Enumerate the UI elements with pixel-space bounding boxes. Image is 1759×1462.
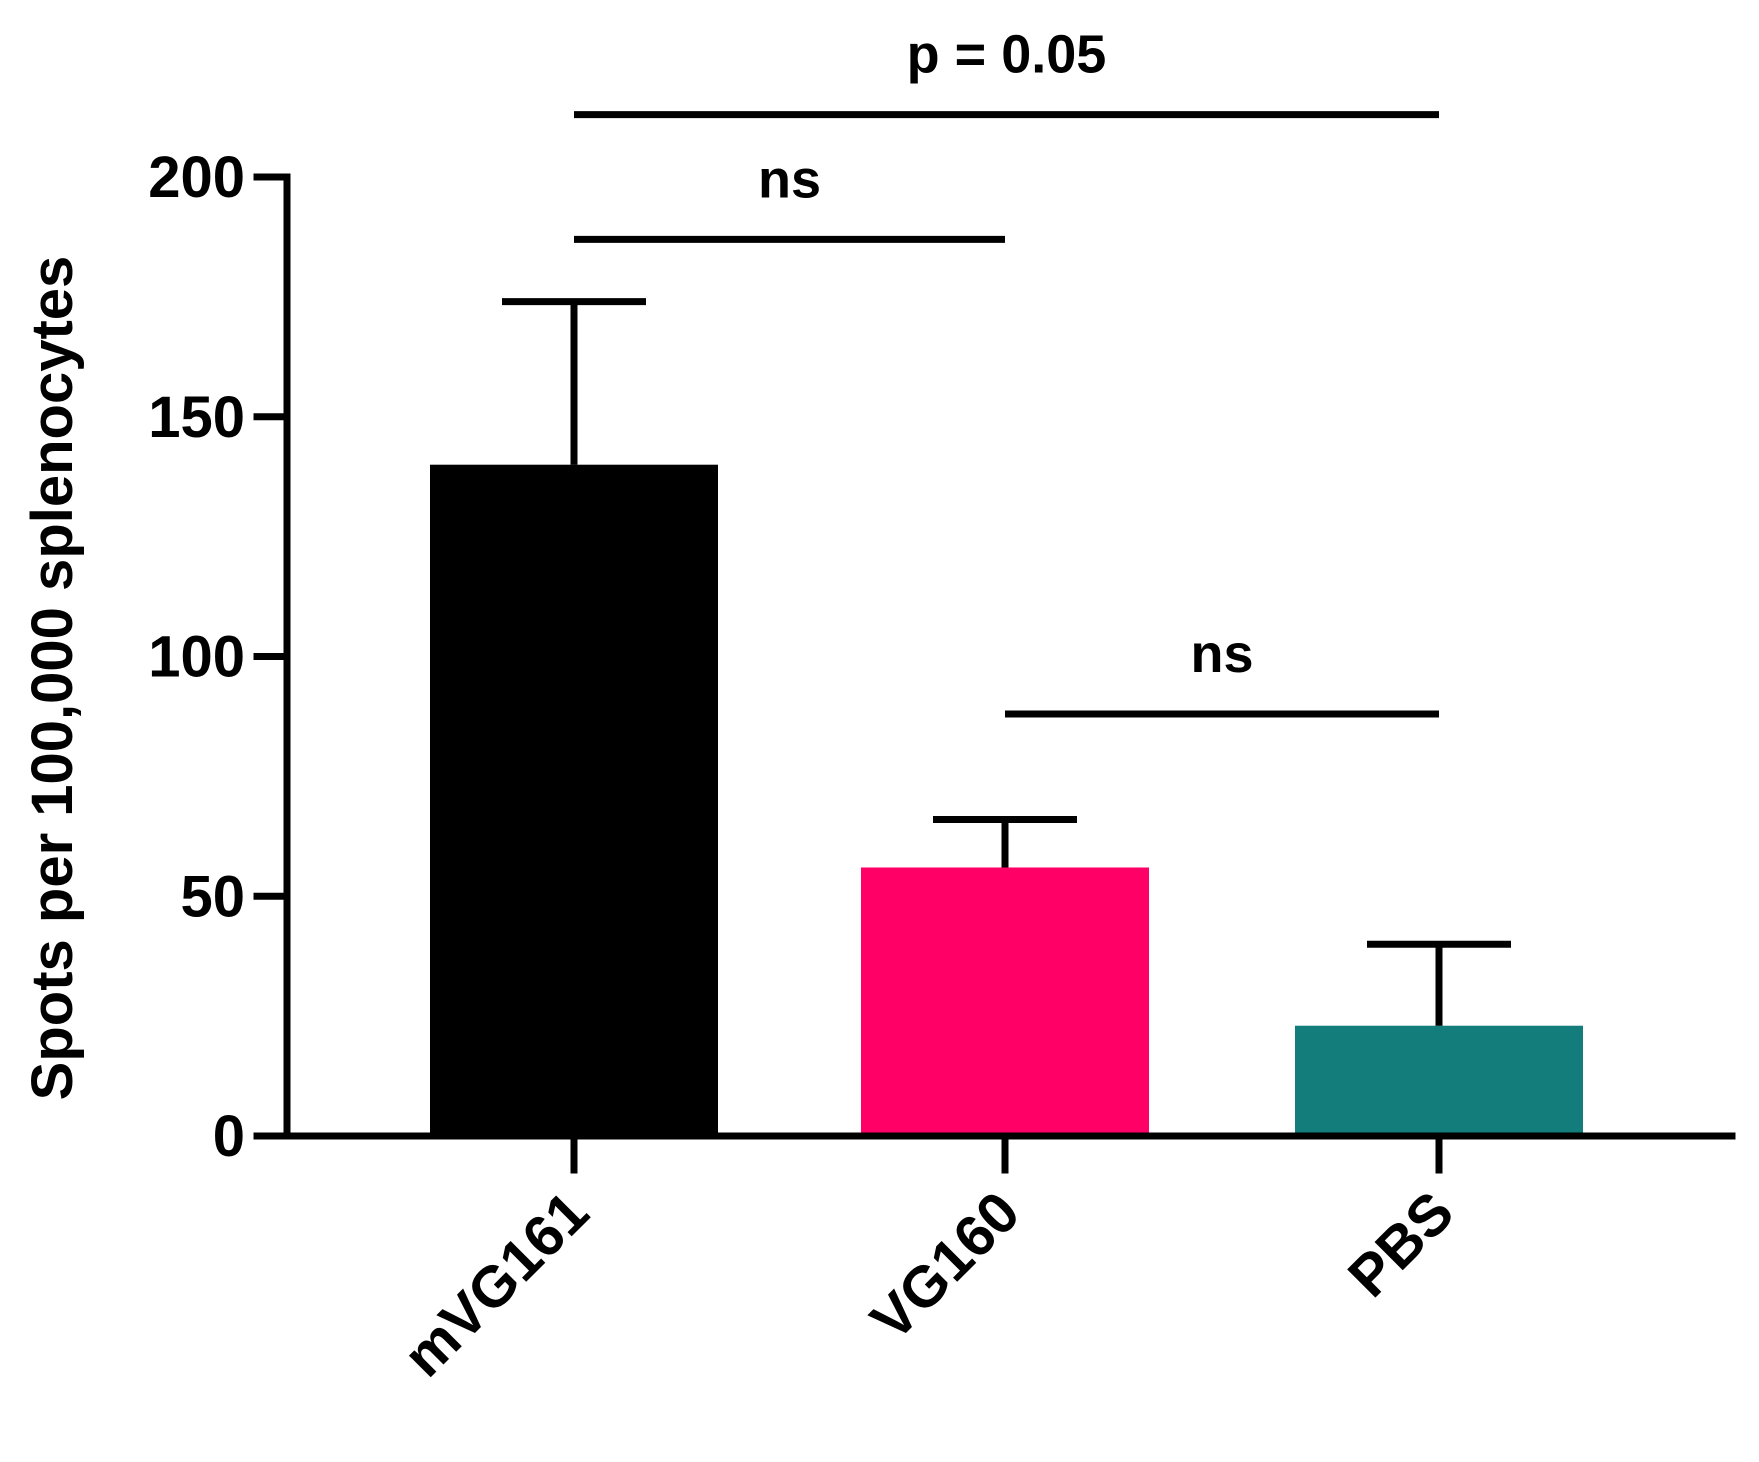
- significance-label: p = 0.05: [907, 25, 1107, 85]
- bar-vg160: [861, 867, 1149, 1136]
- y-axis-title: Spots per 100,000 splenocytes: [20, 256, 85, 1101]
- y-tick-label: 150: [148, 385, 245, 450]
- bar-mvg161: [430, 464, 718, 1136]
- error-bars-layer: [502, 298, 1511, 1026]
- bars-layer: [430, 464, 1583, 1136]
- x-ticks-layer: mVG161 VG160 PBS: [391, 1132, 1466, 1389]
- y-tick-label: 50: [180, 864, 245, 929]
- x-tick-label-vg160: VG160: [859, 1179, 1033, 1353]
- significance-label: ns: [1190, 624, 1253, 684]
- y-tick-label: 100: [148, 625, 245, 690]
- y-tick-label: 200: [148, 145, 245, 210]
- y-ticks-layer: 0 50 100 150 200: [148, 145, 291, 1169]
- x-tick-label-pbs: PBS: [1336, 1179, 1466, 1309]
- significance-label: ns: [758, 149, 821, 209]
- significance-layer: ns ns p = 0.05: [574, 25, 1439, 718]
- y-tick-label: 0: [213, 1104, 245, 1169]
- bar-pbs: [1295, 1025, 1583, 1136]
- x-tick-label-mvg161: mVG161: [391, 1179, 601, 1389]
